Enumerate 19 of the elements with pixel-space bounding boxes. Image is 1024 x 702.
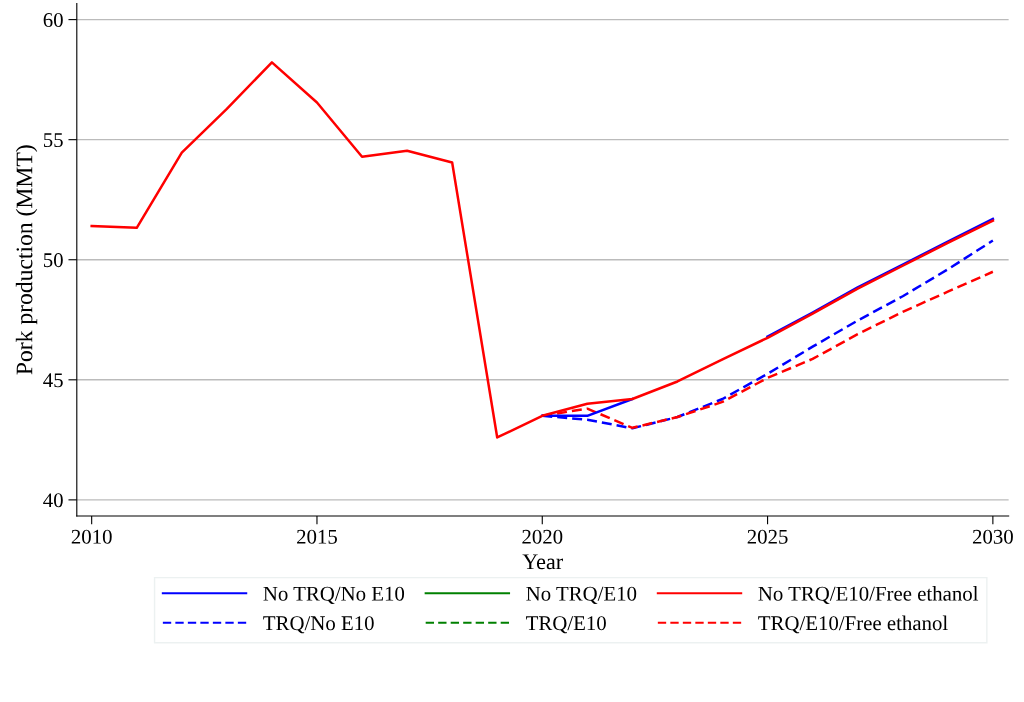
line-series [90, 61, 995, 439]
x-tick-label: 2025 [747, 529, 788, 544]
legend-label: No TRQ/No E10 [263, 586, 405, 604]
legend-label: TRQ/No E10 [263, 616, 374, 634]
legend-label: No TRQ/E10 [526, 586, 637, 604]
y-axis-title: Pork production (MMT) [15, 145, 38, 375]
legend-label: TRQ/E10 [526, 616, 606, 634]
x-tick-label: 2010 [71, 529, 112, 544]
legend-label: TRQ/E10/Free ethanol [758, 615, 948, 634]
x-tick-label: 2030 [972, 529, 1013, 544]
x-tick-label: 2015 [297, 529, 337, 544]
y-tick-label: 45 [43, 373, 63, 388]
y-tick-label: 55 [43, 133, 63, 148]
y-tick-label: 40 [43, 493, 63, 508]
y-tick-label: 50 [43, 253, 63, 268]
x-tick-label: 2020 [522, 529, 563, 544]
legend-label: No TRQ/E10/Free ethanol [758, 586, 979, 604]
x-axis-title: Year [522, 554, 563, 570]
y-tick-label: 60 [43, 12, 63, 28]
